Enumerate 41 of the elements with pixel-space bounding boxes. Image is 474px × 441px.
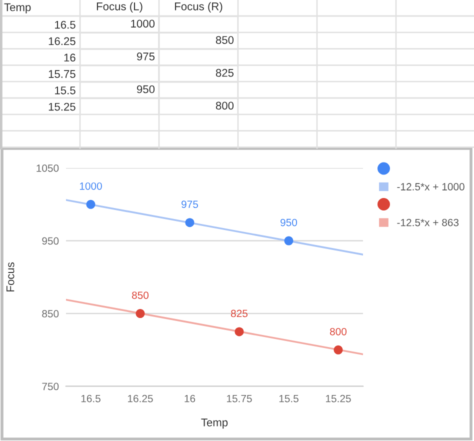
data-label: 800 [216, 102, 234, 110]
point [234, 327, 244, 336]
y-tick-label: 950 [42, 237, 59, 245]
y-tick-label: 850 [42, 310, 59, 318]
y-tick-label: 16 [64, 54, 76, 62]
data-label: 950 [280, 218, 298, 226]
y-axis-title: Temp [4, 3, 31, 14]
point [136, 309, 145, 318]
data-label: 800 [330, 328, 347, 336]
data-label: 1000 [80, 182, 102, 190]
x-tick-label: 15.25 [326, 394, 351, 402]
point [185, 218, 194, 228]
point [86, 200, 96, 209]
x-axis-title: Temp [201, 418, 228, 429]
y-tick-label: 16.25 [48, 37, 76, 46]
legend-label: -12.5*x + 863 [397, 218, 459, 226]
x-tick-label: 16.25 [128, 394, 153, 402]
x-tick-label: 16.5 [81, 394, 100, 402]
data-label: 825 [231, 310, 248, 318]
point [284, 236, 294, 246]
x-tick-label: 15.75 [227, 395, 252, 402]
y-tick-label: 1050 [36, 164, 59, 172]
y-axis-title: Focus [6, 262, 14, 292]
x-tick-label: Focus (L) [96, 2, 142, 13]
x-tick-label: 16 [184, 394, 196, 402]
data-label: 850 [216, 36, 234, 44]
data-label: 1000 [131, 20, 155, 28]
data-label: 975 [182, 200, 198, 208]
data-label: 825 [216, 68, 234, 77]
data-label: 950 [136, 85, 155, 94]
y-tick-label: 15.25 [48, 102, 76, 111]
y-tick-label: 15.5 [55, 86, 76, 94]
data-label: 975 [136, 52, 155, 60]
y-tick-label: 16.5 [55, 20, 76, 29]
x-tick-label: 15.5 [279, 395, 298, 402]
data-label: 850 [132, 292, 149, 299]
x-tick-label: Focus (R) [175, 2, 222, 13]
legend-label: -12.5*x + 1000 [397, 183, 464, 190]
point [334, 345, 343, 354]
y-tick-label: 15.75 [48, 70, 76, 78]
y-tick-label: 750 [42, 382, 59, 390]
